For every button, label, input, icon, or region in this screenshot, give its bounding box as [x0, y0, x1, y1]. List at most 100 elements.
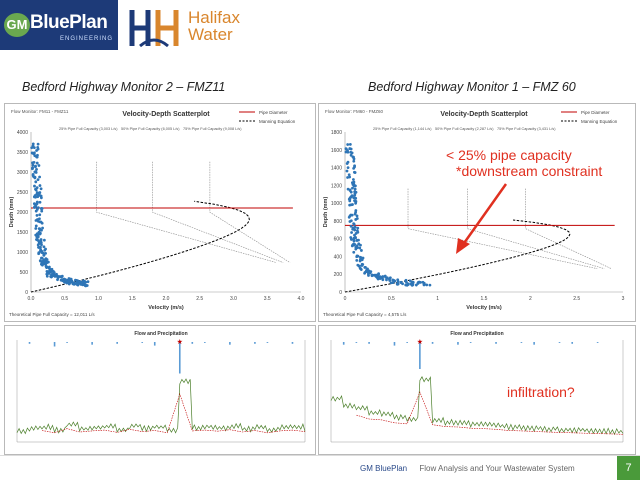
y-axis-label: Depth (mm): [9, 197, 15, 228]
scatter-point: [36, 195, 40, 199]
scatter-point: [353, 170, 356, 174]
y-tick-label: 1500: [17, 230, 28, 236]
precip-bar: [266, 342, 269, 343]
precip-bar: [596, 342, 599, 343]
scatter-point: [348, 214, 352, 218]
scatter-point: [359, 268, 363, 271]
scatter-point: [407, 282, 410, 286]
y-tick-label: 400: [334, 254, 343, 260]
x-tick-label: 2: [529, 296, 532, 302]
scatter-point: [404, 279, 407, 283]
scatter-point: [344, 147, 348, 151]
y-tick-label: 1000: [17, 250, 28, 256]
precip-bar: [406, 342, 408, 343]
scatter-point: [396, 282, 400, 286]
scatter-point: [351, 227, 355, 231]
peak-star-marker: ★: [417, 338, 423, 346]
scatter-point: [40, 206, 43, 210]
precip-bar: [191, 342, 194, 344]
x-tick-label: 1.5: [481, 296, 488, 302]
scatter-point: [388, 277, 391, 281]
precip-bar: [355, 342, 358, 343]
legend-label-pipe: Pipe Diameter: [259, 110, 288, 115]
scatter-point: [352, 250, 356, 254]
y-tick-label: 500: [20, 270, 29, 276]
scatter-point: [47, 266, 51, 270]
precip-bar: [53, 342, 56, 347]
scatter-point: [374, 275, 378, 278]
manning-curve: [30, 200, 250, 293]
x-tick-label: 0: [344, 296, 347, 302]
scatter-point: [30, 151, 34, 155]
scatter-point: [352, 183, 356, 187]
scatter-point: [51, 273, 54, 276]
scatter-point: [348, 175, 352, 179]
scatter-point: [356, 263, 360, 267]
precip-bar: [457, 342, 459, 345]
scatter-point: [77, 280, 81, 283]
scatter-point: [376, 277, 380, 281]
capacity-annotation: < 25% pipe capacity: [446, 150, 572, 163]
scatter-point: [39, 238, 43, 241]
scatter-point: [410, 280, 414, 284]
scatter-point: [31, 142, 35, 146]
capacity-legend-label: 25% Pipe Full Capacity (1,144 L/s): [373, 127, 432, 131]
scatter-point: [44, 251, 47, 255]
scatter-point: [353, 164, 356, 168]
precip-bar: [229, 342, 231, 345]
scatter-point: [353, 225, 357, 229]
scatter-point: [348, 188, 352, 192]
scatter-point: [350, 213, 354, 217]
scatter-point: [34, 209, 38, 213]
scatter-point: [378, 275, 382, 279]
scatter-point: [30, 146, 34, 150]
gm-logo-mark: GM: [4, 13, 30, 37]
scatter-point: [355, 258, 359, 262]
scatter-point: [47, 270, 51, 274]
scatter-point: [353, 243, 357, 246]
y-tick-label: 600: [334, 237, 343, 243]
y-tick-label: 1600: [331, 148, 342, 154]
x-tick-label: 2.0: [163, 296, 170, 302]
scatter-point: [33, 184, 36, 188]
scatter-point: [45, 265, 48, 269]
scatter-point: [36, 192, 40, 196]
y-tick-label: 2500: [17, 190, 28, 196]
chart-title: Velocity-Depth Scatterplot: [122, 111, 210, 118]
scatter-point: [391, 278, 395, 282]
scatter-point: [355, 214, 359, 218]
scatter-point: [53, 274, 57, 278]
y-tick-label: 1400: [331, 166, 342, 172]
scatter-point: [39, 220, 43, 224]
y-tick-label: 2000: [17, 210, 28, 216]
x-tick-label: 0.0: [28, 296, 35, 302]
y-tick-label: 0: [339, 290, 342, 296]
velocity-depth-chart-fmz11: Flow Monitor: FM11 - FMZ11 Velocity-Depth…: [4, 103, 316, 322]
scatter-point: [75, 282, 79, 286]
x-tick-label: 3.0: [230, 296, 237, 302]
baseflow-trend-line: [356, 391, 624, 435]
scatter-point: [356, 226, 360, 230]
scatter-point: [414, 283, 418, 287]
scatter-point: [36, 178, 40, 182]
left-monitor-title: Bedford Highway Monitor 2 – FMZ11: [22, 80, 226, 94]
scatter-point: [350, 181, 354, 185]
scatter-point: [34, 165, 37, 169]
scatter-point: [46, 260, 50, 264]
infiltration-annotation: infiltration?: [507, 384, 575, 400]
velocity-depth-chart-fmz60: Flow Monitor: FM60 - FMZ60 Velocity-Depth…: [318, 103, 636, 322]
scatter-point: [350, 231, 353, 234]
scatter-point: [358, 246, 362, 250]
scatter-point: [351, 243, 355, 247]
scatter-point: [31, 173, 35, 176]
scatter-point: [50, 267, 54, 271]
scatter-point: [56, 278, 59, 282]
water-line: Water: [188, 25, 233, 44]
scatter-point: [37, 252, 41, 256]
precip-bar: [342, 342, 345, 345]
y-tick-label: 1000: [331, 201, 342, 207]
scatter-point: [345, 169, 349, 173]
x-tick-label: 1.5: [129, 296, 136, 302]
peak-star-marker: ★: [177, 338, 183, 346]
scatter-point: [353, 212, 357, 216]
